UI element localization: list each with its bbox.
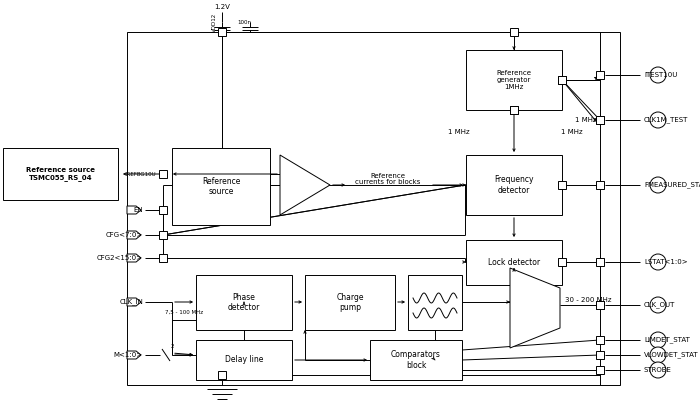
Bar bbox=[596, 181, 604, 189]
Bar bbox=[218, 371, 226, 379]
Text: 1 MHz: 1 MHz bbox=[561, 129, 583, 135]
Bar bbox=[558, 181, 566, 189]
Bar bbox=[596, 301, 604, 309]
Polygon shape bbox=[127, 231, 141, 239]
Bar bbox=[596, 351, 604, 359]
FancyBboxPatch shape bbox=[370, 340, 462, 380]
Text: LSTAT<1:0>: LSTAT<1:0> bbox=[644, 259, 687, 265]
Text: 30 - 200 MHz: 30 - 200 MHz bbox=[565, 297, 612, 303]
FancyBboxPatch shape bbox=[305, 275, 395, 330]
Bar bbox=[510, 106, 518, 114]
Bar bbox=[596, 258, 604, 266]
Text: STROBE: STROBE bbox=[644, 367, 672, 373]
Text: VDD12: VDD12 bbox=[211, 12, 216, 31]
Text: ITEST10U: ITEST10U bbox=[644, 72, 678, 78]
Bar bbox=[596, 301, 604, 309]
Bar bbox=[596, 336, 604, 344]
Text: 1 MHz: 1 MHz bbox=[575, 117, 596, 123]
FancyBboxPatch shape bbox=[196, 340, 292, 380]
Circle shape bbox=[650, 332, 666, 348]
Bar bbox=[596, 116, 604, 124]
FancyBboxPatch shape bbox=[408, 275, 462, 330]
Bar bbox=[558, 76, 566, 84]
Polygon shape bbox=[127, 351, 141, 359]
Circle shape bbox=[650, 254, 666, 270]
Polygon shape bbox=[127, 254, 141, 262]
Text: CFG2<15:0>: CFG2<15:0> bbox=[97, 255, 143, 261]
Text: Reference
source: Reference source bbox=[202, 177, 240, 196]
Text: Reference
currents for blocks: Reference currents for blocks bbox=[355, 173, 421, 186]
Circle shape bbox=[650, 297, 666, 313]
FancyBboxPatch shape bbox=[127, 32, 620, 385]
Text: 2: 2 bbox=[171, 344, 174, 350]
Bar bbox=[510, 106, 518, 114]
Text: 7,5 - 100 MHz: 7,5 - 100 MHz bbox=[165, 310, 203, 315]
Text: EN: EN bbox=[134, 207, 143, 213]
Bar bbox=[596, 71, 604, 79]
Polygon shape bbox=[127, 298, 141, 306]
Bar bbox=[558, 76, 566, 84]
Text: Comparators
block: Comparators block bbox=[391, 350, 441, 370]
FancyBboxPatch shape bbox=[466, 50, 562, 110]
Circle shape bbox=[650, 177, 666, 193]
Text: M<1:0>: M<1:0> bbox=[114, 352, 143, 358]
FancyBboxPatch shape bbox=[196, 275, 292, 330]
Text: Reference
generator
1MHz: Reference generator 1MHz bbox=[496, 70, 531, 90]
FancyBboxPatch shape bbox=[466, 240, 562, 285]
Text: 1.2V: 1.2V bbox=[214, 4, 230, 10]
Bar bbox=[159, 170, 167, 178]
Text: CLK1M_TEST: CLK1M_TEST bbox=[644, 117, 688, 124]
FancyBboxPatch shape bbox=[466, 155, 562, 215]
Text: LIMDET_STAT: LIMDET_STAT bbox=[644, 337, 690, 344]
Text: Charge
pump: Charge pump bbox=[336, 293, 364, 312]
Text: Delay line: Delay line bbox=[225, 355, 263, 364]
FancyBboxPatch shape bbox=[3, 148, 118, 200]
Bar bbox=[510, 28, 518, 36]
Circle shape bbox=[650, 347, 666, 363]
Text: FMEASURED_STAT<2:0>: FMEASURED_STAT<2:0> bbox=[644, 182, 700, 189]
Text: Lock detector: Lock detector bbox=[488, 258, 540, 267]
Text: 1 MHz: 1 MHz bbox=[449, 129, 470, 135]
Circle shape bbox=[650, 67, 666, 83]
Text: Reference source
TSMC055_RS_04: Reference source TSMC055_RS_04 bbox=[26, 167, 95, 181]
Bar bbox=[159, 254, 167, 262]
Circle shape bbox=[650, 362, 666, 378]
Text: CLK_IN: CLK_IN bbox=[119, 299, 143, 306]
Bar bbox=[159, 206, 167, 214]
Text: Frequency
detector: Frequency detector bbox=[494, 175, 533, 195]
Circle shape bbox=[650, 112, 666, 128]
Bar bbox=[596, 366, 604, 374]
Bar bbox=[159, 231, 167, 239]
Text: CLK_OUT: CLK_OUT bbox=[644, 301, 676, 308]
Text: VLOWDET_STAT: VLOWDET_STAT bbox=[644, 352, 699, 358]
Bar bbox=[596, 116, 604, 124]
Text: 100n: 100n bbox=[237, 20, 251, 25]
Bar bbox=[218, 28, 226, 36]
Polygon shape bbox=[127, 206, 141, 214]
FancyBboxPatch shape bbox=[172, 148, 270, 225]
Text: Phase
detector: Phase detector bbox=[228, 293, 260, 312]
Text: IREFBG10U: IREFBG10U bbox=[125, 171, 155, 177]
Text: CFG<7:0>: CFG<7:0> bbox=[106, 232, 143, 238]
Polygon shape bbox=[280, 155, 330, 215]
Polygon shape bbox=[510, 268, 560, 348]
Bar bbox=[558, 258, 566, 266]
